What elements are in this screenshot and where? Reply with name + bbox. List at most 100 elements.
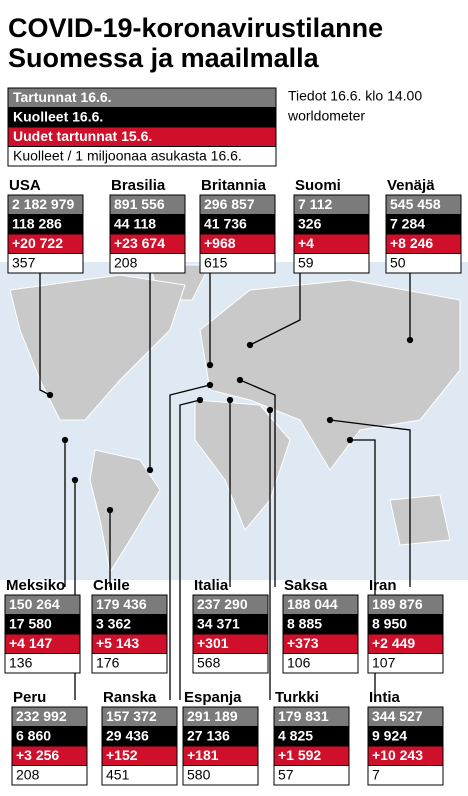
country-name: Peru	[13, 689, 46, 706]
value-text: 179 831	[278, 708, 329, 724]
map	[0, 262, 468, 580]
value-text: 8 885	[287, 616, 322, 632]
title: COVID-19-koronavirustilanne	[8, 13, 383, 43]
value-text: 176	[96, 655, 120, 671]
value-text: 208	[16, 767, 40, 783]
country-name: Ranska	[103, 689, 157, 706]
value-text: +2 449	[372, 635, 415, 651]
location-dot	[206, 361, 214, 369]
value-text: 3 362	[96, 616, 131, 632]
value-text: 545 458	[390, 196, 441, 212]
connector	[39, 273, 51, 396]
value-text: 41 736	[204, 216, 247, 232]
value-text: 44 118	[114, 216, 156, 232]
value-text: 50	[390, 255, 406, 271]
connector	[179, 399, 201, 700]
value-text: 118 286	[12, 216, 62, 232]
value-text: 357	[12, 255, 36, 271]
value-text: +3 256	[16, 747, 59, 763]
south-america	[89, 449, 161, 574]
value-text: 17 580	[9, 616, 52, 632]
value-text: 9 924	[372, 728, 407, 744]
location-dot	[236, 376, 244, 384]
connector	[249, 273, 301, 346]
value-text: 7 284	[390, 216, 425, 232]
value-cell	[109, 253, 186, 274]
legend-label: Tartunnat 16.6.	[13, 89, 112, 105]
value-cell	[192, 653, 269, 674]
connector	[169, 384, 211, 700]
value-cell	[91, 653, 168, 674]
country-boxes: USA 2 182 979 118 286 +20 722 357 Brasilia 891…	[4, 177, 462, 786]
value-cell	[273, 765, 350, 786]
value-text: 57	[278, 767, 294, 783]
location-dot	[226, 396, 234, 404]
value-cell	[367, 653, 444, 674]
value-text: 580	[187, 767, 211, 783]
value-text: 106	[287, 655, 311, 671]
legend: Tartunnat 16.6. Kuolleet 16.6. Uudet tartu…	[7, 87, 277, 167]
value-text: +968	[204, 235, 236, 251]
value-text: 27 136	[187, 728, 230, 744]
value-text: +8 246	[390, 235, 433, 251]
connector	[329, 419, 411, 587]
legend-label: Kuolleet 16.6.	[13, 109, 103, 125]
value-cell	[293, 253, 370, 274]
value-text: +152	[106, 747, 138, 763]
country-name: Venäjä	[387, 177, 435, 194]
value-text: 7	[372, 767, 380, 783]
value-text: +5 143	[96, 635, 139, 651]
location-dot	[46, 391, 54, 399]
value-text: 344 527	[372, 708, 423, 724]
value-cell	[4, 653, 81, 674]
country-name: Chile	[93, 577, 130, 594]
country-name: Turkki	[275, 689, 319, 706]
value-text: 291 189	[187, 708, 238, 724]
location-dot	[326, 416, 334, 424]
source: worldometer	[287, 108, 365, 124]
location-dot	[406, 336, 414, 344]
location-dot	[246, 341, 254, 349]
value-cell	[282, 653, 359, 674]
value-cell	[182, 765, 259, 786]
country-name: USA	[9, 177, 41, 194]
country-name: Britannia	[201, 177, 267, 194]
legend-label: Uudet tartunnat 15.6.	[13, 128, 152, 144]
country-name: Meksiko	[6, 577, 65, 594]
title: Suomessa ja maailmalla	[8, 43, 320, 73]
country-name: Espanja	[184, 689, 242, 706]
value-text: 157 372	[106, 708, 157, 724]
value-text: +373	[287, 635, 319, 651]
value-text: 179 436	[96, 596, 147, 612]
value-text: 208	[114, 255, 138, 271]
value-cell	[199, 253, 276, 274]
country-name: Italia	[194, 577, 229, 594]
location-dot	[266, 406, 274, 414]
north-america	[9, 274, 186, 421]
value-text: 107	[372, 655, 396, 671]
value-text: 8 950	[372, 616, 407, 632]
value-text: 188 044	[287, 596, 338, 612]
value-text: +10 243	[372, 747, 423, 763]
value-text: 615	[204, 255, 228, 271]
value-text: 4 825	[278, 728, 313, 744]
value-cell	[101, 765, 178, 786]
location-dot	[71, 476, 79, 484]
value-text: +23 674	[114, 235, 165, 251]
value-text: 891 556	[114, 196, 165, 212]
location-dot	[146, 466, 154, 474]
connector	[239, 379, 276, 587]
location-dot	[346, 436, 354, 444]
value-cell	[11, 765, 88, 786]
value-text: 6 860	[16, 728, 51, 744]
legend-swatch	[7, 146, 277, 167]
country-name: Iran	[369, 577, 397, 594]
value-cell	[7, 253, 84, 274]
value-text: +1 592	[278, 747, 321, 763]
value-text: 7 112	[298, 196, 332, 212]
source: Tiedot 16.6. klo 14.00	[288, 88, 422, 104]
africa	[194, 399, 291, 531]
australia	[389, 494, 451, 546]
value-text: 189 876	[372, 596, 423, 612]
value-text: 29 436	[106, 728, 149, 744]
